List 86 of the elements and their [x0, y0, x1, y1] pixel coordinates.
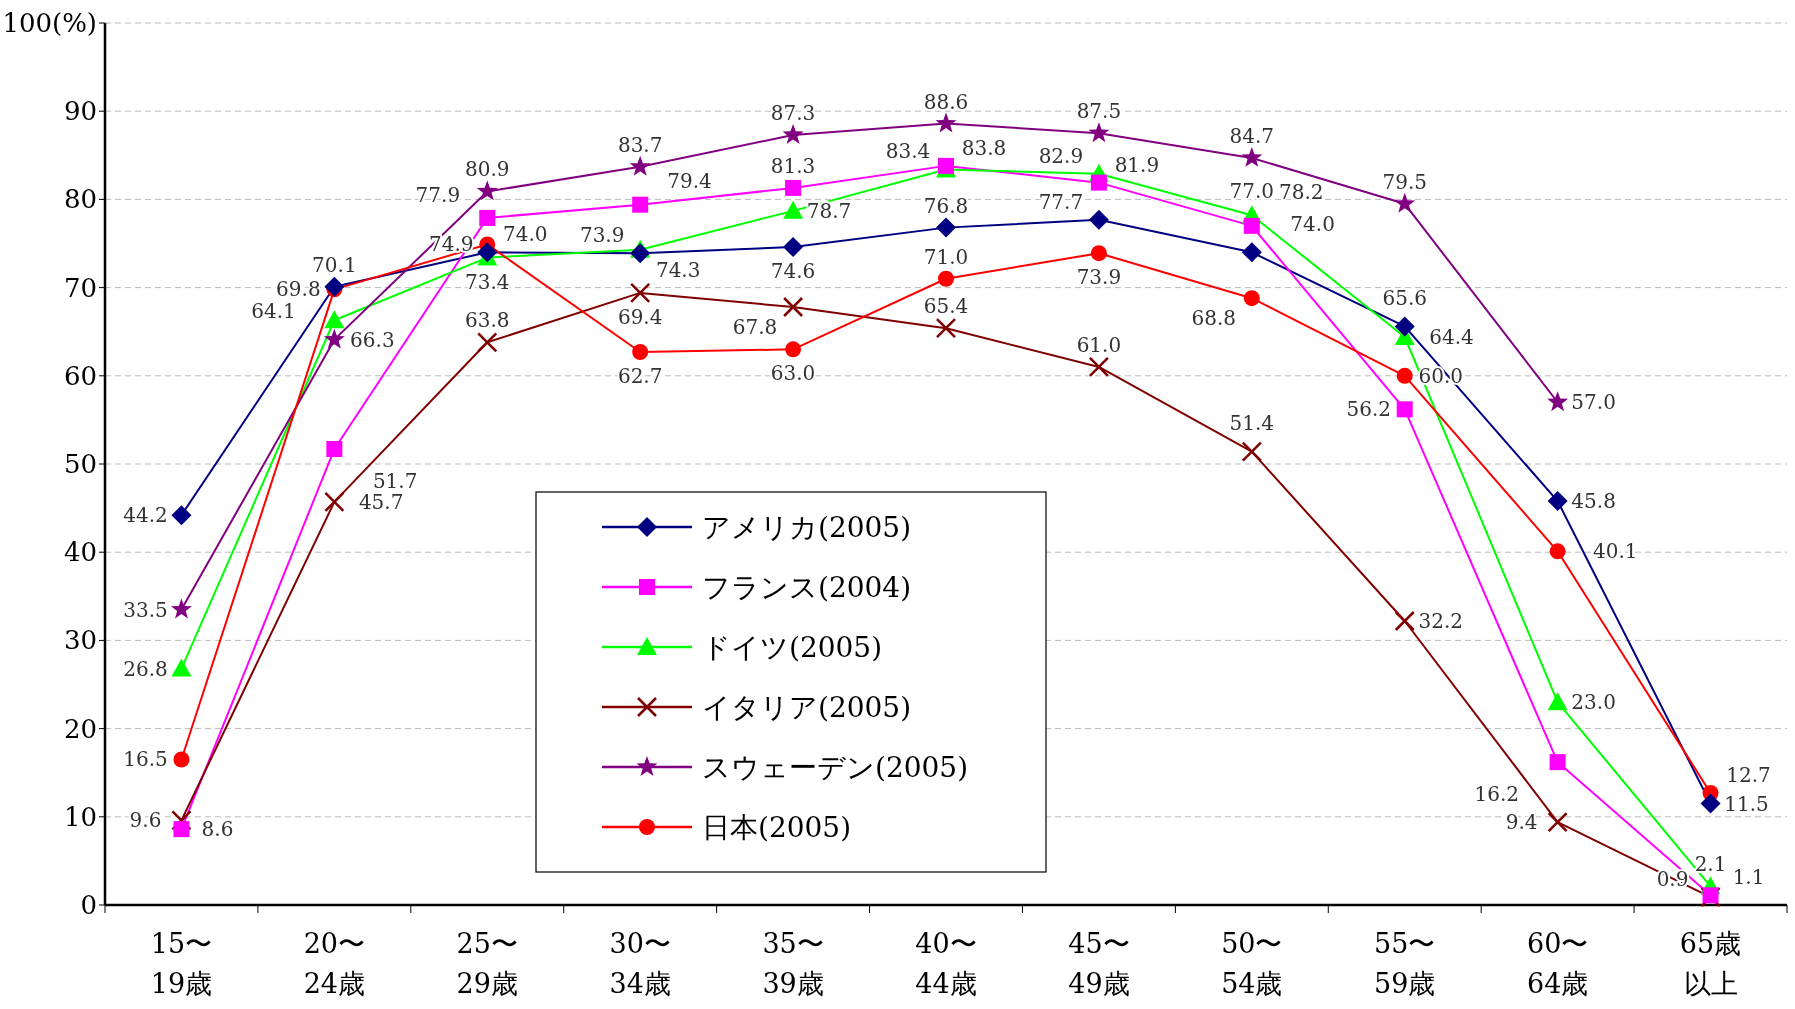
y-tick-label: 100(%)	[2, 8, 97, 38]
data-label: 68.8	[1191, 306, 1237, 331]
data-label: 74.6	[770, 259, 816, 284]
data-label: 88.6	[923, 89, 969, 114]
data-label: 69.4	[617, 304, 663, 329]
data-label: 83.7	[617, 132, 663, 157]
y-tick-label: 0	[80, 890, 97, 920]
data-label: 73.4	[465, 269, 510, 294]
data-label: 87.5	[1076, 99, 1122, 124]
data-label: 66.3	[350, 328, 395, 353]
data-label: 79.5	[1382, 169, 1427, 194]
data-label: 77.7	[1038, 189, 1084, 214]
x-tick-label: 40〜 44歳	[915, 928, 977, 999]
data-label: 61.0	[1076, 332, 1122, 357]
data-label: 11.5	[1724, 791, 1769, 816]
x-tick-label: 60〜 64歳	[1526, 928, 1589, 999]
data-label: 1.1	[1732, 865, 1765, 890]
data-label: 33.5	[123, 597, 168, 622]
data-label: 8.6	[201, 817, 234, 842]
data-label: 44.2	[123, 503, 168, 528]
x-tick-label: 45〜 49歳	[1068, 928, 1130, 999]
data-label: 83.8	[961, 135, 1007, 160]
data-label: 77.0	[1229, 178, 1275, 203]
data-label: 76.8	[923, 193, 969, 218]
data-label: 82.9	[1038, 143, 1084, 168]
data-label: 23.0	[1571, 690, 1616, 715]
data-label: 16.5	[123, 747, 168, 772]
x-tick-label: 35〜 39歳	[762, 928, 824, 999]
legend-label: スウェーデン(2005)	[702, 751, 969, 784]
data-label: 51.4	[1229, 411, 1275, 436]
y-tick-label: 60	[63, 360, 97, 391]
data-label: 78.7	[806, 198, 852, 223]
legend-label: ドイツ(2005)	[702, 631, 883, 664]
data-label: 12.7	[1726, 762, 1771, 787]
data-label: 65.6	[1382, 285, 1427, 310]
data-label: 26.8	[123, 656, 168, 681]
x-tick-label: 20〜 24歳	[303, 928, 366, 999]
data-label: 73.9	[579, 223, 625, 248]
data-label: 16.2	[1474, 782, 1520, 807]
data-label: 81.3	[770, 153, 816, 178]
x-tick-label: 55〜 59歳	[1374, 928, 1436, 999]
data-label: 71.0	[923, 244, 969, 269]
y-tick-label: 70	[63, 272, 97, 303]
data-label: 64.4	[1429, 324, 1474, 349]
data-label: 80.9	[465, 157, 510, 182]
x-tick-label: 65歳以上	[1679, 928, 1742, 999]
legend-label: アメリカ(2005)	[702, 511, 912, 544]
legend-label: フランス(2004)	[702, 571, 912, 604]
data-label: 79.4	[667, 169, 712, 194]
data-label: 78.2	[1278, 179, 1324, 204]
data-label: 84.7	[1229, 123, 1275, 148]
data-label: 56.2	[1346, 397, 1391, 422]
data-label: 40.1	[1592, 539, 1638, 564]
data-label: 63.0	[770, 361, 816, 386]
data-label: 81.9	[1114, 152, 1160, 177]
data-label: 32.2	[1418, 609, 1463, 633]
data-label: 77.9	[415, 182, 461, 207]
data-label: 74.0	[1290, 211, 1335, 236]
x-tick-label: 50〜 54歳	[1221, 928, 1283, 999]
data-label: 2.1	[1694, 852, 1727, 877]
y-tick-label: 90	[63, 96, 97, 127]
x-tick-label: 30〜 34歳	[609, 928, 671, 999]
y-tick-label: 80	[63, 184, 97, 215]
y-tick-label: 50	[63, 449, 97, 479]
data-label: 45.8	[1571, 489, 1616, 514]
y-tick-label: 10	[63, 801, 97, 832]
data-label: 74.3	[655, 257, 701, 282]
data-label: 9.4	[1505, 810, 1538, 835]
y-tick-label: 30	[63, 625, 97, 656]
data-label: 83.4	[885, 139, 931, 164]
data-label: 73.9	[1076, 265, 1122, 290]
y-tick-label: 40	[63, 537, 97, 568]
y-tick-label: 20	[63, 713, 97, 744]
data-label: 87.3	[770, 101, 816, 126]
data-label: 57.0	[1571, 390, 1616, 415]
data-label: 74.0	[503, 222, 548, 247]
legend-label: イタリア(2005)	[702, 691, 912, 724]
x-tick-label: 25〜 29歳	[456, 928, 518, 999]
legend-label: 日本(2005)	[702, 811, 852, 844]
data-label: 65.4	[923, 294, 969, 319]
data-label: 67.8	[732, 315, 778, 339]
data-label: 62.7	[617, 363, 663, 388]
data-label: 63.8	[465, 308, 510, 333]
x-tick-label: 15〜 19歳	[150, 928, 213, 999]
data-label: 9.6	[129, 808, 162, 833]
data-label: 70.1	[312, 252, 357, 277]
